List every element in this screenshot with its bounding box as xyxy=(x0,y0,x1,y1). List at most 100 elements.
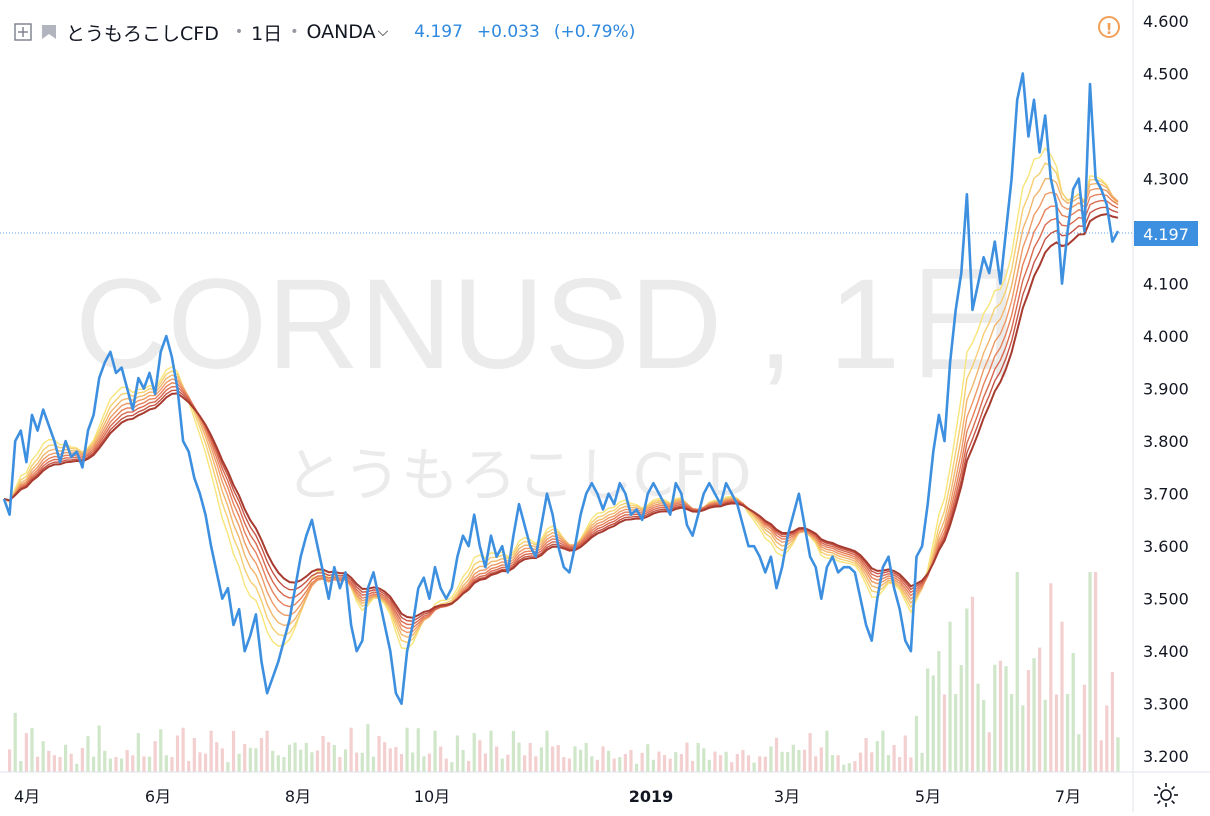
volume-bar xyxy=(634,763,639,772)
volume-bar xyxy=(791,744,795,772)
volume-bar xyxy=(646,744,650,772)
volume-bar xyxy=(696,742,700,772)
volume-bar xyxy=(243,744,247,772)
volume-bar xyxy=(131,755,135,772)
volume-bar xyxy=(657,751,661,772)
volume-bar xyxy=(1026,670,1031,772)
volume-bar xyxy=(226,762,230,772)
volume-bar xyxy=(506,754,510,772)
volume-bar xyxy=(618,757,622,772)
price-tick-label: 3.900 xyxy=(1143,380,1189,399)
volume-bar xyxy=(360,752,364,772)
volume-bar xyxy=(718,755,723,772)
chevron-down-icon[interactable]: ⌵ xyxy=(377,24,389,40)
price-tick-label: 4.100 xyxy=(1143,275,1189,294)
volume-bar xyxy=(825,730,829,772)
volume-bar xyxy=(1043,699,1047,772)
volume-bar xyxy=(746,755,751,772)
volume-bar xyxy=(433,730,437,772)
volume-bar xyxy=(1004,666,1008,772)
volume-bar xyxy=(685,742,689,772)
volume-bar xyxy=(63,744,68,772)
volume-bar xyxy=(959,665,963,772)
time-tick-label: 4月 xyxy=(14,787,40,806)
volume-bar xyxy=(315,750,320,772)
volume-bar xyxy=(310,752,314,772)
volume-bar xyxy=(7,749,12,772)
volume-bar xyxy=(679,753,683,772)
warning-icon[interactable]: ! xyxy=(1098,16,1120,38)
ma-line-8 xyxy=(3,213,1119,619)
volume-bar xyxy=(220,748,224,772)
volume-bar xyxy=(91,756,96,772)
volume-bar xyxy=(164,755,168,772)
volume-bar xyxy=(758,756,762,772)
volume-bar xyxy=(1105,705,1109,772)
volume-bar xyxy=(937,651,941,772)
volume-bar xyxy=(584,742,588,772)
volume-bar xyxy=(623,753,627,772)
volume-bar xyxy=(416,728,420,772)
volume-bar xyxy=(662,755,667,772)
volume-bar xyxy=(427,753,432,772)
volume-bar xyxy=(422,756,426,772)
volume-bar xyxy=(394,747,398,772)
volume-bar xyxy=(858,752,863,772)
interval-label[interactable]: 1日 xyxy=(251,22,283,45)
volume-bar xyxy=(1088,572,1092,772)
volume-bar xyxy=(259,737,264,772)
volume-bar xyxy=(489,730,493,772)
volume-bar xyxy=(1021,705,1025,772)
volume-bar xyxy=(86,736,90,772)
volume-bar xyxy=(836,755,840,772)
volume-bar xyxy=(1094,572,1098,772)
add-indicator-icon[interactable] xyxy=(14,23,32,41)
volume-bar xyxy=(797,750,801,772)
volume-bar xyxy=(97,725,101,772)
volume-bar xyxy=(567,758,571,772)
price-tick-label: 3.500 xyxy=(1143,590,1189,609)
volume-bar xyxy=(355,752,359,772)
volume-bar xyxy=(774,737,779,772)
volume-bar xyxy=(920,752,924,772)
price-tick-label: 3.800 xyxy=(1143,432,1189,451)
volume-bar xyxy=(80,747,84,772)
watermark-symbol: CORNUSD , 1日 xyxy=(75,253,1028,396)
volume-bar xyxy=(371,756,376,772)
volume-bar xyxy=(411,752,415,772)
volume-bar xyxy=(192,738,196,772)
symbol-header: とうもろこしCFD • 1日 • OANDA ⌵ 4.197 +0.033 (+… xyxy=(14,14,649,50)
volume-bar xyxy=(215,742,219,772)
volume-bar xyxy=(802,749,807,772)
volume-bar xyxy=(343,749,348,772)
volume-bar xyxy=(399,753,404,772)
volume-bar xyxy=(702,748,706,772)
volume-bar xyxy=(1049,583,1053,772)
volume-bar xyxy=(75,763,79,772)
flag-icon[interactable] xyxy=(40,23,58,41)
exchange-label[interactable]: OANDA xyxy=(306,21,376,43)
last-price-label-box xyxy=(1134,221,1198,246)
volume-bar xyxy=(814,756,818,772)
volume-bar xyxy=(495,746,499,772)
volume-bar xyxy=(265,730,269,772)
gear-icon[interactable] xyxy=(1153,782,1179,808)
volume-bar xyxy=(780,751,784,772)
volume-bar xyxy=(735,753,739,772)
volume-bar xyxy=(377,735,381,772)
time-tick-label: 6月 xyxy=(145,787,171,806)
volume-bar xyxy=(847,763,851,772)
last-price: 4.197 xyxy=(414,22,463,42)
volume-bar xyxy=(528,742,532,772)
volume-bar xyxy=(170,757,174,772)
symbol-name[interactable]: とうもろこしCFD xyxy=(66,22,219,45)
volume-bar xyxy=(293,742,297,772)
volume-bar xyxy=(763,756,767,772)
volume-bar xyxy=(35,756,40,772)
volume-bar xyxy=(707,759,711,772)
price-tick-label: 4.000 xyxy=(1143,327,1189,346)
volume-bar xyxy=(523,755,527,772)
volume-bar xyxy=(690,760,695,772)
volume-bar xyxy=(114,757,118,772)
